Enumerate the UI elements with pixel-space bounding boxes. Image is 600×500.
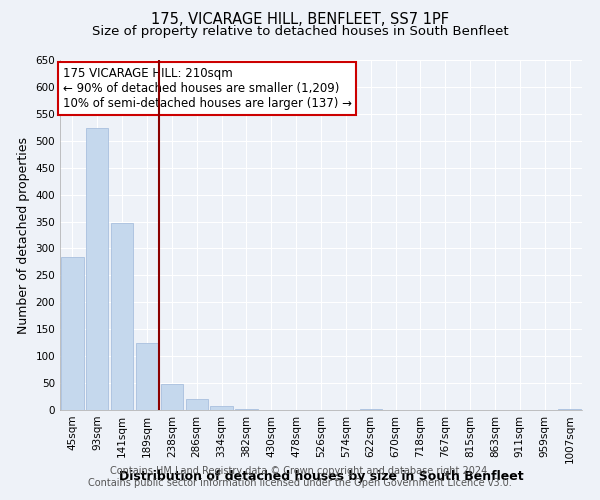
Bar — [161, 384, 183, 410]
Bar — [359, 409, 382, 410]
Text: 175, VICARAGE HILL, BENFLEET, SS7 1PF: 175, VICARAGE HILL, BENFLEET, SS7 1PF — [151, 12, 449, 28]
Y-axis label: Number of detached properties: Number of detached properties — [17, 136, 30, 334]
Text: 175 VICARAGE HILL: 210sqm
← 90% of detached houses are smaller (1,209)
10% of se: 175 VICARAGE HILL: 210sqm ← 90% of detac… — [62, 67, 352, 110]
X-axis label: Distribution of detached houses by size in South Benfleet: Distribution of detached houses by size … — [119, 470, 523, 484]
Text: Contains HM Land Registry data © Crown copyright and database right 2024.
Contai: Contains HM Land Registry data © Crown c… — [88, 466, 512, 487]
Bar — [136, 342, 158, 410]
Bar — [61, 256, 83, 410]
Bar — [235, 409, 257, 410]
Bar — [185, 399, 208, 410]
Bar — [111, 223, 133, 410]
Bar — [211, 406, 233, 410]
Bar — [86, 128, 109, 410]
Text: Size of property relative to detached houses in South Benfleet: Size of property relative to detached ho… — [92, 25, 508, 38]
Bar — [559, 409, 581, 410]
